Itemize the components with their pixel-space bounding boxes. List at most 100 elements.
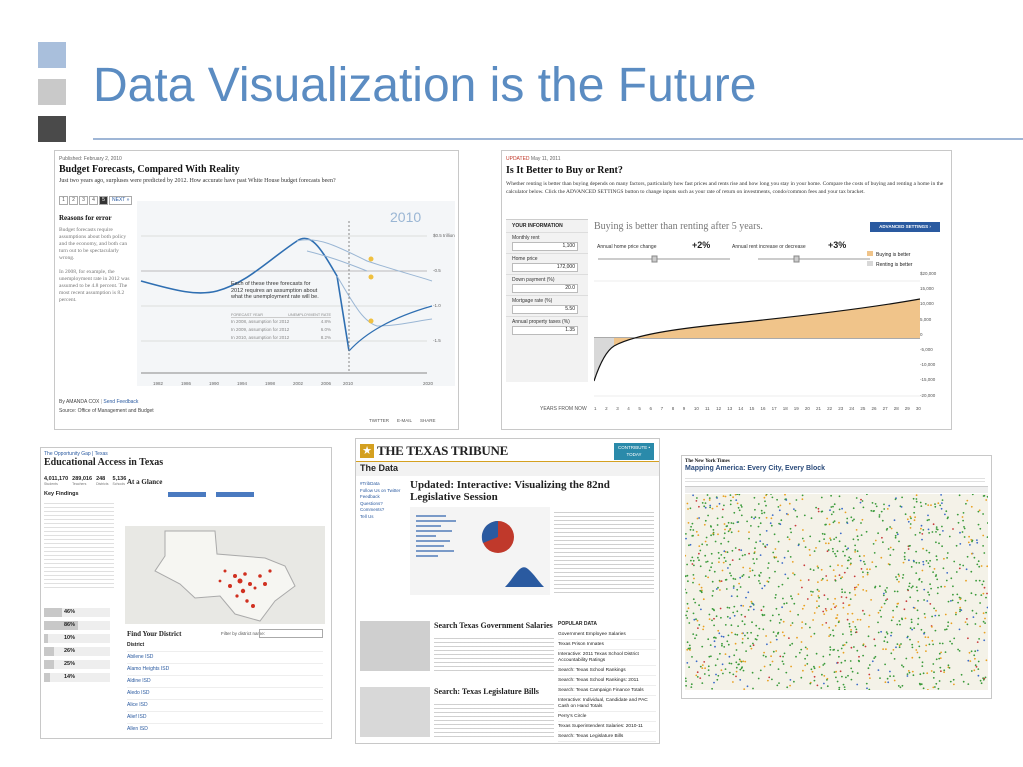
pager-page-5[interactable]: 5 — [99, 196, 108, 205]
contribute-button[interactable]: CONTRIBUTE • TODAY — [614, 443, 654, 460]
population-dot — [775, 638, 778, 641]
population-dot — [845, 676, 847, 679]
buy-or-rent-screenshot: UPDATED May 11, 2011 Is It Better to Buy… — [501, 150, 952, 430]
district-row[interactable]: Alice ISD — [127, 699, 323, 711]
population-dot — [959, 610, 961, 613]
story-bills-body — [434, 701, 554, 737]
input-field-label: Down payment (%) — [512, 277, 555, 283]
district-row[interactable]: Alief ISD — [127, 711, 323, 723]
population-dot — [866, 568, 868, 571]
dot-density-map[interactable] — [685, 494, 988, 690]
pager-next-button[interactable]: NEXT » — [109, 196, 133, 205]
population-dot — [751, 621, 753, 624]
population-dot — [748, 537, 750, 540]
pager-page-1[interactable]: 1 — [59, 196, 68, 205]
population-dot — [933, 671, 935, 674]
population-dot — [868, 614, 871, 617]
story-bills-title[interactable]: Search: Texas Legislature Bills — [434, 687, 539, 696]
population-dot — [895, 576, 897, 578]
popular-data-item[interactable]: Interactive: Individual, Candidate and P… — [558, 696, 656, 712]
texas-map[interactable] — [125, 526, 325, 624]
population-dot — [850, 633, 853, 636]
population-dot — [896, 623, 899, 626]
population-dot — [947, 625, 949, 627]
popular-data-item[interactable]: Texas Prison Inmates — [558, 640, 656, 650]
input-field-2[interactable]: 20.0 — [512, 284, 578, 293]
popular-data-item[interactable]: Government Employee Salaries — [558, 630, 656, 640]
population-dot — [718, 557, 720, 560]
input-field-3[interactable]: 5.50 — [512, 305, 578, 314]
population-dot — [853, 518, 855, 521]
population-dot — [727, 643, 730, 646]
tribune-headline[interactable]: Updated: Interactive: Visualizing the 82… — [410, 479, 610, 503]
filter-label: Filter by district name: — [221, 631, 266, 636]
district-row[interactable]: Allen ISD — [127, 723, 323, 735]
session-visualization[interactable] — [410, 507, 550, 595]
popular-data-item[interactable]: Search: Texas School Rankings — [558, 666, 656, 676]
popular-data-item[interactable]: Search: Texas Campaign Finance Totals — [558, 686, 656, 696]
district-row[interactable]: Aledo ISD — [127, 687, 323, 699]
population-dot — [804, 646, 807, 649]
population-dot — [748, 531, 750, 533]
sidebar-link[interactable]: Follow Us on Twitter — [360, 487, 401, 493]
input-field-0[interactable]: 1,100 — [512, 242, 578, 251]
population-dot — [938, 680, 941, 682]
population-dot — [846, 522, 849, 524]
popular-data-item[interactable]: Search: Texas Legislature Bills — [558, 732, 656, 742]
popular-data-item[interactable]: Search: Texas School Rankings: 2011 — [558, 676, 656, 686]
population-dot — [906, 675, 909, 677]
district-row[interactable]: Aldine ISD — [127, 675, 323, 687]
population-dot — [959, 543, 962, 545]
x-tick-label: 14 — [738, 406, 744, 411]
district-row[interactable]: Abilene ISD — [127, 651, 323, 663]
sliders[interactable] — [594, 253, 874, 271]
pager-page-4[interactable]: 4 — [89, 196, 98, 205]
x-tick-label: 1990 — [209, 381, 220, 386]
share-twitter-link[interactable]: TWITTER — [369, 418, 389, 423]
input-field-1[interactable]: 172,000 — [512, 263, 578, 272]
population-dot — [754, 508, 756, 511]
population-dot — [807, 579, 810, 581]
share-share-link[interactable]: SHARE — [420, 418, 436, 423]
input-field-group: Home price 172,000 — [506, 253, 588, 274]
population-dot — [778, 522, 780, 525]
send-feedback-link[interactable]: Send Feedback — [103, 399, 139, 405]
share-email-link[interactable]: E-MAIL — [397, 418, 413, 423]
pager-page-3[interactable]: 3 — [79, 196, 88, 205]
sidebar-link[interactable]: Questions? Comments? — [360, 500, 385, 513]
story-salaries-title[interactable]: Search Texas Government Salaries — [434, 621, 553, 630]
population-dot — [979, 602, 981, 604]
population-dot — [857, 538, 859, 541]
population-dot — [836, 614, 839, 616]
popular-data-item[interactable]: Interactive: 2011 Texas School District … — [558, 650, 656, 666]
population-dot — [744, 634, 746, 637]
population-dot — [877, 532, 879, 535]
star-icon: ★ — [360, 444, 374, 458]
district-row[interactable]: Alamo Heights ISD — [127, 663, 323, 675]
input-field-4[interactable]: 1.35 — [512, 326, 578, 335]
population-dot — [806, 654, 809, 657]
advanced-settings-button[interactable]: ADVANCED SETTINGS › — [870, 222, 940, 232]
population-dot — [825, 575, 828, 577]
population-dot — [788, 538, 791, 541]
population-dot — [950, 577, 953, 580]
population-dot — [796, 636, 798, 639]
popular-data-item[interactable]: Perry's Circle — [558, 712, 656, 722]
sidebar-link[interactable]: Feedback — [360, 494, 380, 499]
population-dot — [754, 547, 756, 550]
pager-page-2[interactable]: 2 — [69, 196, 78, 205]
map-toolbar[interactable] — [685, 486, 988, 493]
district-filter-input[interactable] — [259, 629, 323, 638]
popular-data-item[interactable]: Texas Superintendent Salaries: 2010-11 — [558, 722, 656, 732]
population-dot — [787, 577, 789, 580]
population-dot — [907, 670, 910, 672]
population-dot — [977, 523, 980, 526]
sidebar-link[interactable]: #TribData — [360, 481, 380, 486]
sidebar-link[interactable]: Tell Us — [360, 513, 374, 519]
percent-bar-label: 46% — [64, 609, 76, 615]
population-dot — [800, 676, 803, 679]
population-dot — [818, 590, 820, 592]
population-dot — [926, 600, 929, 602]
population-dot — [849, 660, 852, 662]
population-dot — [701, 664, 704, 666]
